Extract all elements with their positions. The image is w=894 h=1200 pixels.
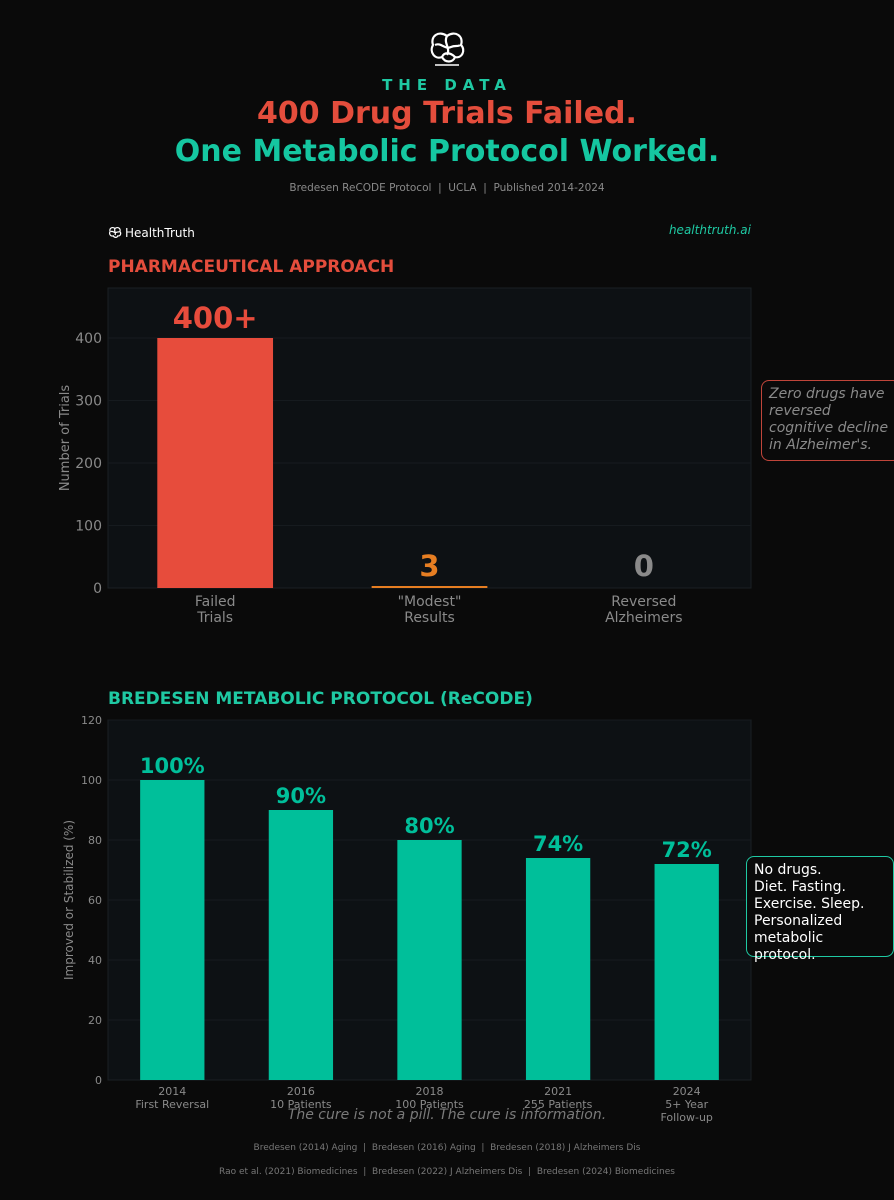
tagline: The cure is not a pill. The cure is info…	[287, 1107, 607, 1123]
data-label: 80%	[404, 814, 454, 838]
brain-icon	[109, 227, 122, 238]
x-tick-label: Results	[404, 610, 455, 626]
chart2-title: BREDESEN METABOLIC PROTOCOL (ReCODE)	[108, 689, 533, 709]
data-label: 90%	[276, 784, 326, 808]
subtitle: Bredesen ReCODE Protocol | UCLA | Publis…	[289, 182, 605, 194]
x-tick-label: 2024	[673, 1085, 701, 1098]
y-axis-label: Number of Trials	[58, 385, 73, 492]
x-tick-label: 2021	[544, 1085, 572, 1098]
eyebrow-label: THE DATA	[382, 76, 512, 94]
x-tick-label: 2014	[158, 1085, 186, 1098]
references-line-1: Bredesen (2014) Aging | Bredesen (2016) …	[253, 1143, 641, 1153]
y-tick-label: 300	[75, 393, 102, 409]
y-tick-label: 100	[75, 518, 102, 534]
site-link[interactable]: healthtruth.ai	[668, 223, 751, 237]
y-tick-label: 0	[95, 1074, 102, 1087]
y-tick-label: 100	[81, 774, 102, 787]
x-tick-label: Reversed	[611, 594, 676, 610]
headline-line-2: One Metabolic Protocol Worked.	[174, 134, 720, 169]
bar	[157, 338, 274, 588]
bar	[140, 780, 205, 1080]
bredesen-bar-chart: 0 20 40 60 80 100 120 Improved or Stabilized (%…	[62, 714, 752, 1124]
data-label: 74%	[533, 832, 583, 856]
brain-logo-icon	[430, 32, 465, 66]
data-label: 400+	[173, 301, 258, 335]
x-tick-label: Trials	[196, 610, 233, 626]
y-tick-label: 60	[88, 894, 102, 907]
x-tick-label: 255 Patients	[524, 1098, 593, 1111]
data-label: 0	[634, 549, 654, 583]
bar	[371, 586, 488, 588]
x-tick-label: Failed	[195, 594, 236, 610]
x-tick-label: 2018	[416, 1085, 444, 1098]
y-tick-label: 400	[75, 331, 102, 347]
y-axis-label: Improved or Stabilized (%)	[62, 820, 76, 980]
x-tick-label: 2016	[287, 1085, 315, 1098]
x-tick-label: 100 Patients	[395, 1098, 464, 1111]
y-tick-label: 120	[81, 714, 102, 727]
x-tick-label: 5+ Year	[665, 1098, 708, 1111]
x-tick-label: Follow-up	[660, 1111, 712, 1124]
references-line-2: Rao et al. (2021) Biomedicines | Bredese…	[219, 1167, 675, 1177]
pharma-bar-chart: 0 100 200 300 400 Number of Trials 400+ FailedT…	[58, 287, 752, 626]
bredesen-annotation: No drugs. Diet. Fasting. Exercise. Sleep…	[746, 856, 894, 963]
bar	[397, 840, 462, 1080]
y-tick-label: 200	[75, 456, 102, 472]
data-label: 72%	[662, 838, 712, 862]
x-tick-label: Alzheimers	[605, 610, 683, 626]
y-tick-label: 0	[93, 581, 102, 597]
bar	[525, 858, 591, 1080]
headline-line-1: 400 Drug Trials Failed.	[257, 96, 637, 131]
bar	[268, 810, 334, 1080]
y-tick-label: 40	[88, 954, 102, 967]
pharma-annotation: Zero drugs have reversed cognitive decli…	[761, 380, 894, 461]
brand-name: HealthTruth	[125, 226, 195, 240]
y-tick-label: 20	[88, 1014, 102, 1027]
bar	[654, 864, 719, 1080]
chart1-title: PHARMACEUTICAL APPROACH	[108, 257, 395, 277]
data-label: 3	[419, 549, 439, 583]
data-label: 100%	[140, 754, 205, 778]
brand-logo: HealthTruth	[108, 226, 195, 240]
x-tick-label: First Reversal	[135, 1098, 209, 1111]
y-tick-label: 80	[88, 834, 102, 847]
x-tick-label: 10 Patients	[270, 1098, 332, 1111]
x-tick-label: "Modest"	[398, 594, 462, 610]
